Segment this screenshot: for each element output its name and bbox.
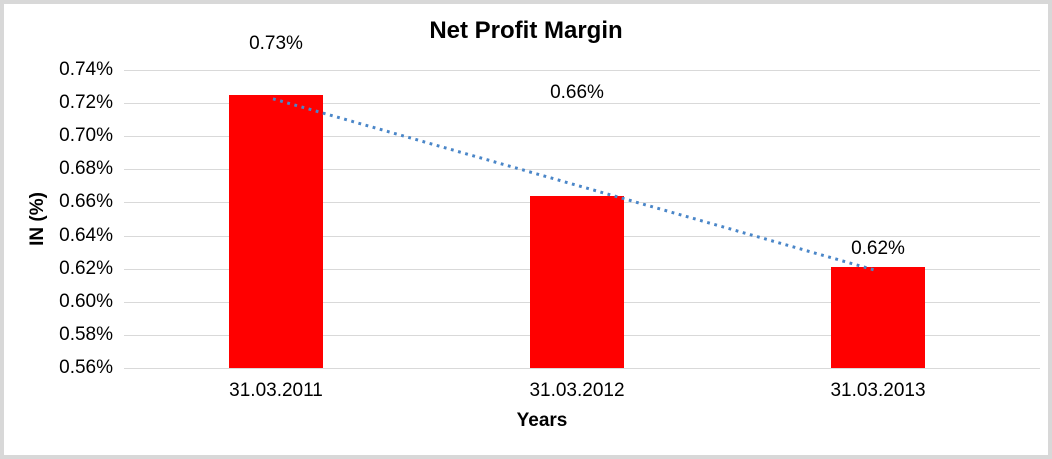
- y-axis-tick-label: 0.56%: [59, 357, 113, 378]
- y-axis-tick-label: 0.58%: [59, 323, 113, 345]
- data-label: 0.62%: [851, 238, 905, 259]
- y-axis-tick-label: 0.72%: [59, 92, 113, 114]
- gridline: [124, 70, 1040, 71]
- y-axis-tick-label: 0.60%: [59, 290, 113, 312]
- y-axis-tick-label: 0.62%: [59, 257, 113, 279]
- x-axis-tick-label: 31.03.2012: [529, 380, 625, 401]
- bar-31.03.2012: [530, 195, 624, 368]
- data-label: 0.73%: [249, 33, 303, 54]
- gridline: [124, 103, 1040, 105]
- bar-31.03.2013: [831, 267, 925, 368]
- x-axis-tick-label: 31.03.2011: [229, 380, 323, 401]
- gridline: [124, 368, 1040, 369]
- chart-title: Net Profit Margin: [429, 17, 623, 44]
- gridline: [124, 169, 1040, 171]
- x-axis-tick-label: 31.03.2013: [830, 380, 926, 401]
- data-label: 0.66%: [550, 82, 604, 103]
- trendline: [272, 97, 879, 273]
- y-axis-tick-label: 0.66%: [59, 191, 113, 213]
- y-axis-tick-label: 0.70%: [59, 125, 113, 147]
- y-axis-tick-label: 0.68%: [59, 158, 113, 180]
- x-axis-title: Years: [516, 410, 568, 431]
- y-axis-tick-label: 0.74%: [59, 59, 113, 80]
- gridline: [124, 136, 1040, 138]
- y-axis-tick-label: 0.64%: [59, 224, 113, 246]
- bar-31.03.2011: [229, 94, 323, 368]
